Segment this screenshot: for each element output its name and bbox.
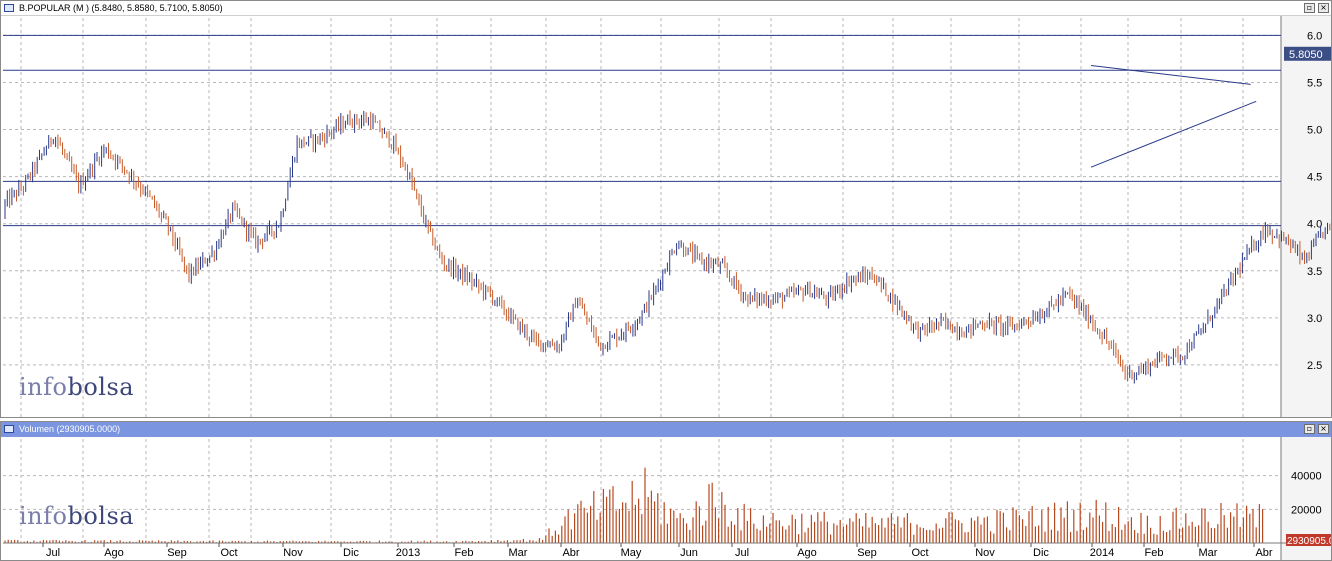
x-axis-label: May <box>621 547 642 559</box>
price-tick-label: 2.5 <box>1307 360 1322 372</box>
price-tick-label: 6.0 <box>1307 30 1322 42</box>
volume-window-icon <box>4 425 14 433</box>
price-tick-label: 4.5 <box>1307 172 1322 184</box>
x-axis-label: Feb <box>1145 547 1164 559</box>
x-axis-label: Nov <box>975 547 995 559</box>
price-watermark-info: info <box>19 373 68 401</box>
x-axis-label: Dic <box>343 547 359 559</box>
minimize-icon[interactable]: ▫ <box>1304 3 1315 13</box>
price-tick-label: 3.5 <box>1307 266 1322 278</box>
volume-window-titlebar: Volumen (2930905.0000) ▫ × <box>1 422 1331 437</box>
last-price-badge <box>1284 46 1331 61</box>
volume-tick-label: 20000 <box>1291 504 1322 516</box>
close-icon[interactable]: × <box>1318 424 1329 434</box>
x-axis-label: Feb <box>455 547 474 559</box>
price-tick-label: 4.0 <box>1307 219 1322 231</box>
x-axis-label: 2013 <box>396 547 420 559</box>
volume-tick-label: 40000 <box>1291 471 1322 483</box>
x-axis-label: Sep <box>167 547 187 559</box>
volume-watermark-info: info <box>19 502 68 530</box>
volume-chart-window: Volumen (2930905.0000) ▫ × 20000 40000 Jul… <box>0 421 1332 561</box>
price-trendline <box>1090 65 1251 85</box>
price-chart-window: B.POPULAR (M ) (5.8480, 5.8580, 5.7100, … <box>0 0 1332 418</box>
x-axis-label: Mar <box>1199 547 1218 559</box>
x-axis-label: Oct <box>911 547 928 559</box>
price-watermark-bolsa: bolsa <box>67 373 135 401</box>
chart-window-icon <box>4 4 14 12</box>
x-axis-label: Ago <box>797 547 817 559</box>
price-axis-background <box>1281 16 1331 417</box>
price-watermark: infobolsa <box>19 373 134 401</box>
price-window-titlebar: B.POPULAR (M ) (5.8480, 5.8580, 5.7100, … <box>1 1 1331 16</box>
volume-watermark: infobolsa <box>19 502 134 530</box>
volume-watermark-bolsa: bolsa <box>67 502 135 530</box>
price-ohlc-chart: 2.5 3.0 3.5 4.0 4.5 5.0 5.5 6.0 5.8050 <box>3 16 1331 417</box>
x-axis-label: 2014 <box>1090 547 1114 559</box>
x-axis-label: Jun <box>680 547 698 559</box>
x-axis-label: Abr <box>1255 547 1272 559</box>
close-icon[interactable]: × <box>1318 3 1329 13</box>
x-axis-label: Mar <box>509 547 528 559</box>
price-tick-label: 3.0 <box>1307 313 1322 325</box>
x-axis-label: Nov <box>283 547 303 559</box>
volume-window-title: Volumen (2930905.0000) <box>19 424 121 434</box>
x-axis-label: Jul <box>735 547 749 559</box>
price-tick-label: 5.0 <box>1307 125 1322 137</box>
minimize-icon[interactable]: ▫ <box>1304 424 1315 434</box>
price-trendline <box>1090 100 1257 168</box>
last-price-badge-label: 5.8050 <box>1289 49 1323 61</box>
x-axis-label: Abr <box>562 547 579 559</box>
x-axis-label: Dic <box>1033 547 1049 559</box>
x-axis-label: Sep <box>857 547 877 559</box>
x-axis-label: Oct <box>220 547 237 559</box>
volume-bar-chart: 20000 40000 Jul Ago Sep Oct Nov Dic 2013 Feb Mar Ab… <box>3 437 1331 560</box>
last-volume-badge-label: 2930905.0 <box>1287 536 1331 547</box>
price-window-title: B.POPULAR (M ) (5.8480, 5.8580, 5.7100, … <box>19 3 223 13</box>
x-axis-label: Ago <box>104 547 124 559</box>
x-axis-label: Jul <box>46 547 60 559</box>
last-volume-badge <box>1286 534 1331 546</box>
price-tick-label: 5.5 <box>1307 77 1322 89</box>
